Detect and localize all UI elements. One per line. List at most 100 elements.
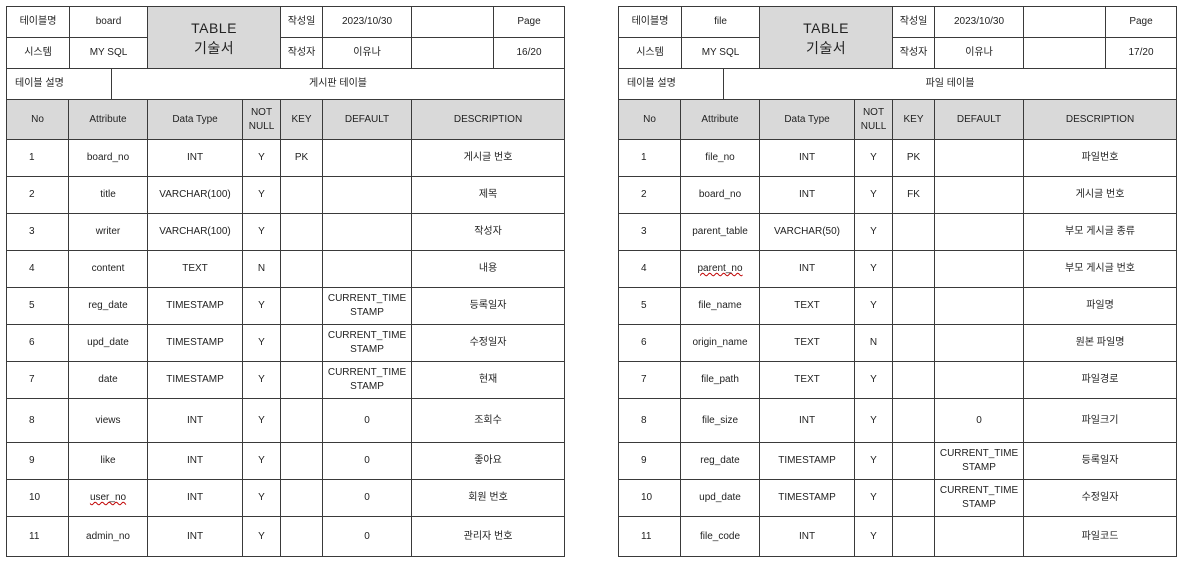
cell-no: 8	[618, 398, 681, 443]
table-row: 10 upd_date TIMESTAMP Y CURRENT_TIME STAMP 수정…	[618, 479, 1178, 517]
table-row: 11 admin_no INT Y 0 관리자 번호	[6, 516, 566, 557]
cell-description: 등록일자	[1023, 442, 1178, 480]
system-value: MY SQL	[701, 47, 740, 58]
table-name-value: board	[95, 16, 122, 27]
cell-description: 파일경로	[1023, 361, 1178, 399]
system-label: 시스템	[620, 38, 682, 68]
table-name-label: 테이블명 board	[5, 6, 149, 38]
cell-key	[280, 516, 324, 557]
cell-datatype: INT	[147, 516, 244, 557]
cell-datatype: INT	[759, 250, 856, 288]
doc-type-line1: TABLE	[803, 19, 849, 36]
cell-no: 2	[6, 176, 69, 214]
cell-datatype: INT	[759, 398, 856, 443]
cell-attribute: file_no	[679, 139, 761, 177]
column-header-row: No Attribute Data Type NOT NULL KEY DEFA…	[6, 99, 566, 140]
cell-no: 10	[618, 479, 681, 517]
cell-attribute: file_name	[679, 287, 761, 325]
cell-description: 현재	[411, 361, 566, 399]
table-desc-value: 게시판 테이블	[309, 78, 367, 89]
cell-default: 0	[322, 398, 413, 443]
board-rows: 1 board_no INT Y PK 게시글 번호 2 title VARCHAR(100) Y…	[6, 139, 566, 557]
cell-key: FK	[892, 176, 936, 214]
system-row: 시스템 MY SQL	[617, 37, 761, 69]
cell-notnull: Y	[854, 287, 894, 325]
cell-description: 관리자 번호	[411, 516, 566, 557]
table-row: 4 content TEXT N 내용	[6, 250, 566, 288]
cell-default: 0	[322, 479, 413, 517]
col-default: DEFAULT	[934, 99, 1025, 140]
cell-datatype: INT	[147, 139, 244, 177]
cell-key	[892, 324, 936, 362]
system-value: MY SQL	[89, 47, 128, 58]
cell-datatype: VARCHAR(100)	[147, 213, 244, 251]
cell-default: CURRENT_TIME STAMP	[322, 324, 413, 362]
col-attribute: Attribute	[67, 99, 149, 140]
page-value: 17/20	[1105, 38, 1176, 68]
cell-notnull: Y	[242, 361, 282, 399]
cell-attribute: reg_date	[679, 442, 761, 480]
doc-type-line2: 기술서	[193, 39, 235, 56]
cell-datatype: INT	[147, 442, 244, 480]
cell-key	[892, 442, 936, 480]
cell-no: 4	[618, 250, 681, 288]
cell-description: 부모 게시글 종류	[1023, 213, 1178, 251]
cell-description: 내용	[411, 250, 566, 288]
cell-notnull: Y	[854, 250, 894, 288]
table-row: 7 date TIMESTAMP Y CURRENT_TIME STAMP 현재	[6, 361, 566, 399]
cell-attribute: file_path	[679, 361, 761, 399]
page-value-cell: 17/20	[1023, 37, 1178, 69]
cell-default: CURRENT_TIME STAMP	[934, 479, 1025, 517]
cell-attribute: board_no	[679, 176, 761, 214]
cell-default	[934, 139, 1025, 177]
cell-default	[934, 361, 1025, 399]
cell-default: 0	[322, 442, 413, 480]
cell-attribute: upd_date	[67, 324, 149, 362]
cell-notnull: Y	[854, 398, 894, 443]
cell-description: 파일코드	[1023, 516, 1178, 557]
cell-notnull: Y	[854, 442, 894, 480]
table-row: 4 parent_no INT Y 부모 게시글 번호	[618, 250, 1178, 288]
cell-default: CURRENT_TIME STAMP	[322, 361, 413, 399]
cell-key	[280, 324, 324, 362]
table-name-label: 테이블명 file	[617, 6, 761, 38]
cell-key	[280, 287, 324, 325]
cell-attribute: content	[67, 250, 149, 288]
cell-default: CURRENT_TIME STAMP	[934, 442, 1025, 480]
doc-type-box: TABLE 기술서	[147, 6, 282, 69]
table-row: 6 upd_date TIMESTAMP Y CURRENT_TIME STAMP 수정일…	[6, 324, 566, 362]
cell-no: 2	[618, 176, 681, 214]
cell-description: 수정일자	[411, 324, 566, 362]
cell-default	[934, 516, 1025, 557]
author-label: 작성자	[892, 37, 936, 69]
cell-default	[934, 213, 1025, 251]
cell-no: 9	[6, 442, 69, 480]
cell-no: 1	[6, 139, 69, 177]
cell-description: 파일번호	[1023, 139, 1178, 177]
cell-key	[892, 398, 936, 443]
cell-no: 6	[6, 324, 69, 362]
cell-key	[280, 479, 324, 517]
col-attribute: Attribute	[679, 99, 761, 140]
cell-description: 좋아요	[411, 442, 566, 480]
cell-notnull: Y	[854, 176, 894, 214]
cell-key	[280, 361, 324, 399]
cell-description: 조회수	[411, 398, 566, 443]
cell-attribute: title	[67, 176, 149, 214]
cell-datatype: TEXT	[759, 287, 856, 325]
cell-notnull: Y	[242, 176, 282, 214]
cell-default	[322, 213, 413, 251]
table-desc-value: 파일 테이블	[925, 78, 975, 89]
attribute-text: user_no	[89, 492, 127, 503]
table-row: 5 reg_date TIMESTAMP Y CURRENT_TIME STAMP 등록일…	[6, 287, 566, 325]
cell-key	[892, 516, 936, 557]
cell-datatype: TIMESTAMP	[147, 361, 244, 399]
board-spec-table: 테이블명 board TABLE 기술서 작성일 2023/10/30 Page…	[5, 6, 566, 557]
cell-default: 0	[322, 516, 413, 557]
cell-key	[280, 398, 324, 443]
cell-datatype: TEXT	[759, 361, 856, 399]
table-row: 3 parent_table VARCHAR(50) Y 부모 게시글 종류	[618, 213, 1178, 251]
col-no: No	[6, 99, 69, 140]
cell-description: 작성자	[411, 213, 566, 251]
cell-key	[280, 176, 324, 214]
